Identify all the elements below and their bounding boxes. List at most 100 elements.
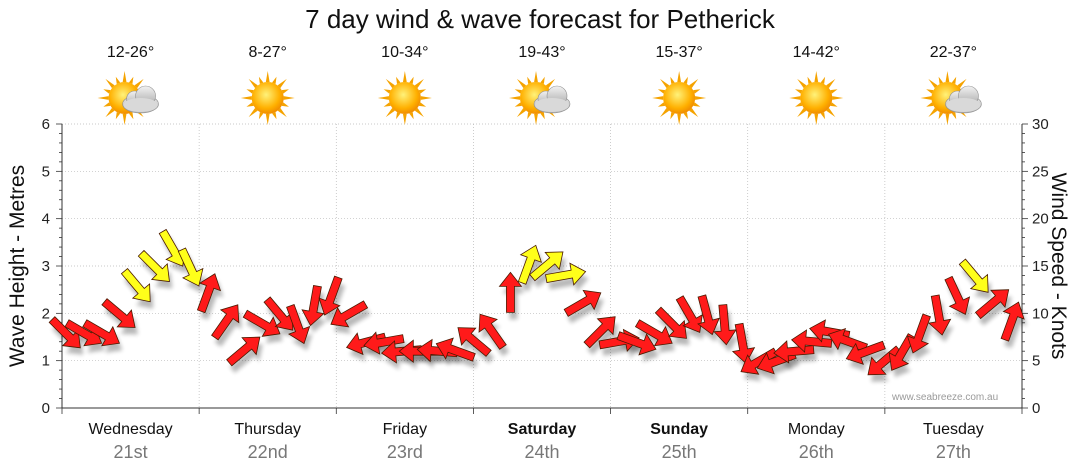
wind-arrow <box>773 340 815 364</box>
sun-ray <box>820 111 826 120</box>
partly-cloudy-icon <box>509 71 571 125</box>
sun-ray <box>830 89 838 94</box>
wind-arrow <box>616 331 657 356</box>
y-tick-label-right: 5 <box>1032 353 1040 370</box>
y-tick-label-right: 10 <box>1032 305 1049 322</box>
sun-ray <box>677 113 682 125</box>
sun-ray <box>957 78 967 89</box>
y-tick-label-left: 3 <box>42 258 50 275</box>
wind-arrow <box>654 306 687 339</box>
sun-ray <box>246 102 254 107</box>
sun-ray <box>652 96 664 100</box>
sun-ray <box>920 96 932 100</box>
sun-ray <box>283 96 295 100</box>
y-axis-label-right: Wind Speed - Knots <box>1047 172 1070 360</box>
wind-arrow <box>928 294 952 336</box>
wind-arrow <box>675 295 703 333</box>
wind-arrow <box>301 284 325 327</box>
sun-ray <box>832 96 844 100</box>
day-temperature: 8-27° <box>248 44 287 61</box>
sun-disc <box>388 82 421 114</box>
wind-arrow <box>211 304 240 341</box>
sun-disc <box>251 82 284 114</box>
wind-arrow <box>120 268 151 303</box>
sun-ray <box>396 76 401 85</box>
sun-ray <box>527 76 532 85</box>
day-temperature: 14-42° <box>792 44 840 61</box>
sun-ray <box>265 71 270 83</box>
sun-ray <box>807 111 812 120</box>
wind-arrow <box>731 322 756 365</box>
wind-arrow <box>318 275 343 316</box>
sun-ray <box>695 96 707 100</box>
sun-ray <box>383 102 391 107</box>
sun-ray <box>693 102 701 107</box>
sun-ray <box>115 111 121 120</box>
sun-ray <box>414 78 424 89</box>
sun-ray <box>516 107 527 118</box>
wind-arrow <box>974 289 1010 320</box>
sun-ray <box>657 102 666 107</box>
wind-arrow <box>697 294 720 336</box>
cloud-shape <box>533 85 571 114</box>
sun-ray <box>514 102 523 107</box>
sun-ray <box>820 76 826 85</box>
wind-arrow <box>563 289 602 317</box>
sun-icon <box>240 71 295 125</box>
sun-ray <box>377 96 389 100</box>
wind-arrow <box>713 304 737 346</box>
sun-ray <box>281 89 289 94</box>
sun-ray <box>277 78 287 89</box>
wind-arrow-shadow <box>214 311 242 347</box>
sun-ray <box>418 89 427 94</box>
axes: 0 1 2 3 4 5 6 0 5 10 15 20 25 30 <box>42 116 1049 417</box>
sun-ray <box>795 89 803 94</box>
sun-ray <box>797 78 807 89</box>
day-name-label: Sunday <box>650 421 709 438</box>
wind-arrow <box>906 313 931 354</box>
day-name-label: Monday <box>787 421 845 438</box>
sun-ray <box>534 71 538 83</box>
y-tick-label-left: 1 <box>42 353 50 370</box>
wind-arrow-shadow <box>333 307 371 334</box>
wind-arrow <box>242 309 281 337</box>
sun-ray <box>402 71 407 83</box>
sun-ray <box>248 107 258 118</box>
sun-ray <box>103 102 111 107</box>
wind-arrow <box>226 336 261 367</box>
sun-ray <box>945 113 950 125</box>
sun-ray <box>516 78 527 89</box>
sun-ray <box>814 71 819 83</box>
wind-arrow <box>529 251 564 282</box>
y-tick-label-right: 25 <box>1032 163 1049 180</box>
sun-ray <box>248 78 258 89</box>
sun-ray <box>134 78 144 89</box>
sun-ray <box>272 111 277 120</box>
partly-cloudy-icon <box>97 71 159 125</box>
sun-ray <box>409 76 414 85</box>
day-date-label: 27th <box>935 442 971 462</box>
sun-ray <box>945 71 950 83</box>
day-temperature: 19-43° <box>518 44 566 61</box>
sun-ray <box>115 76 121 85</box>
wind-arrow <box>478 313 507 350</box>
y-tick-label-right: 0 <box>1032 400 1040 417</box>
chart-title: 7 day wind & wave forecast for Petherick <box>305 4 775 34</box>
sun-ray <box>938 111 944 120</box>
sun-ray <box>926 89 934 94</box>
sun-ray <box>128 76 134 85</box>
sun-ray <box>670 76 675 85</box>
day-temperature: 12-26° <box>106 44 155 61</box>
wind-arrow <box>545 262 587 286</box>
wind-arrow <box>330 300 369 328</box>
sun-ray <box>258 76 264 85</box>
sun-icon <box>652 71 707 125</box>
sun-ray <box>272 76 277 85</box>
sun-ray <box>797 107 807 118</box>
day-date-label: 25th <box>661 442 697 462</box>
sun-ray <box>385 78 395 89</box>
sun-ray <box>689 78 699 89</box>
sun-ray <box>540 111 545 120</box>
